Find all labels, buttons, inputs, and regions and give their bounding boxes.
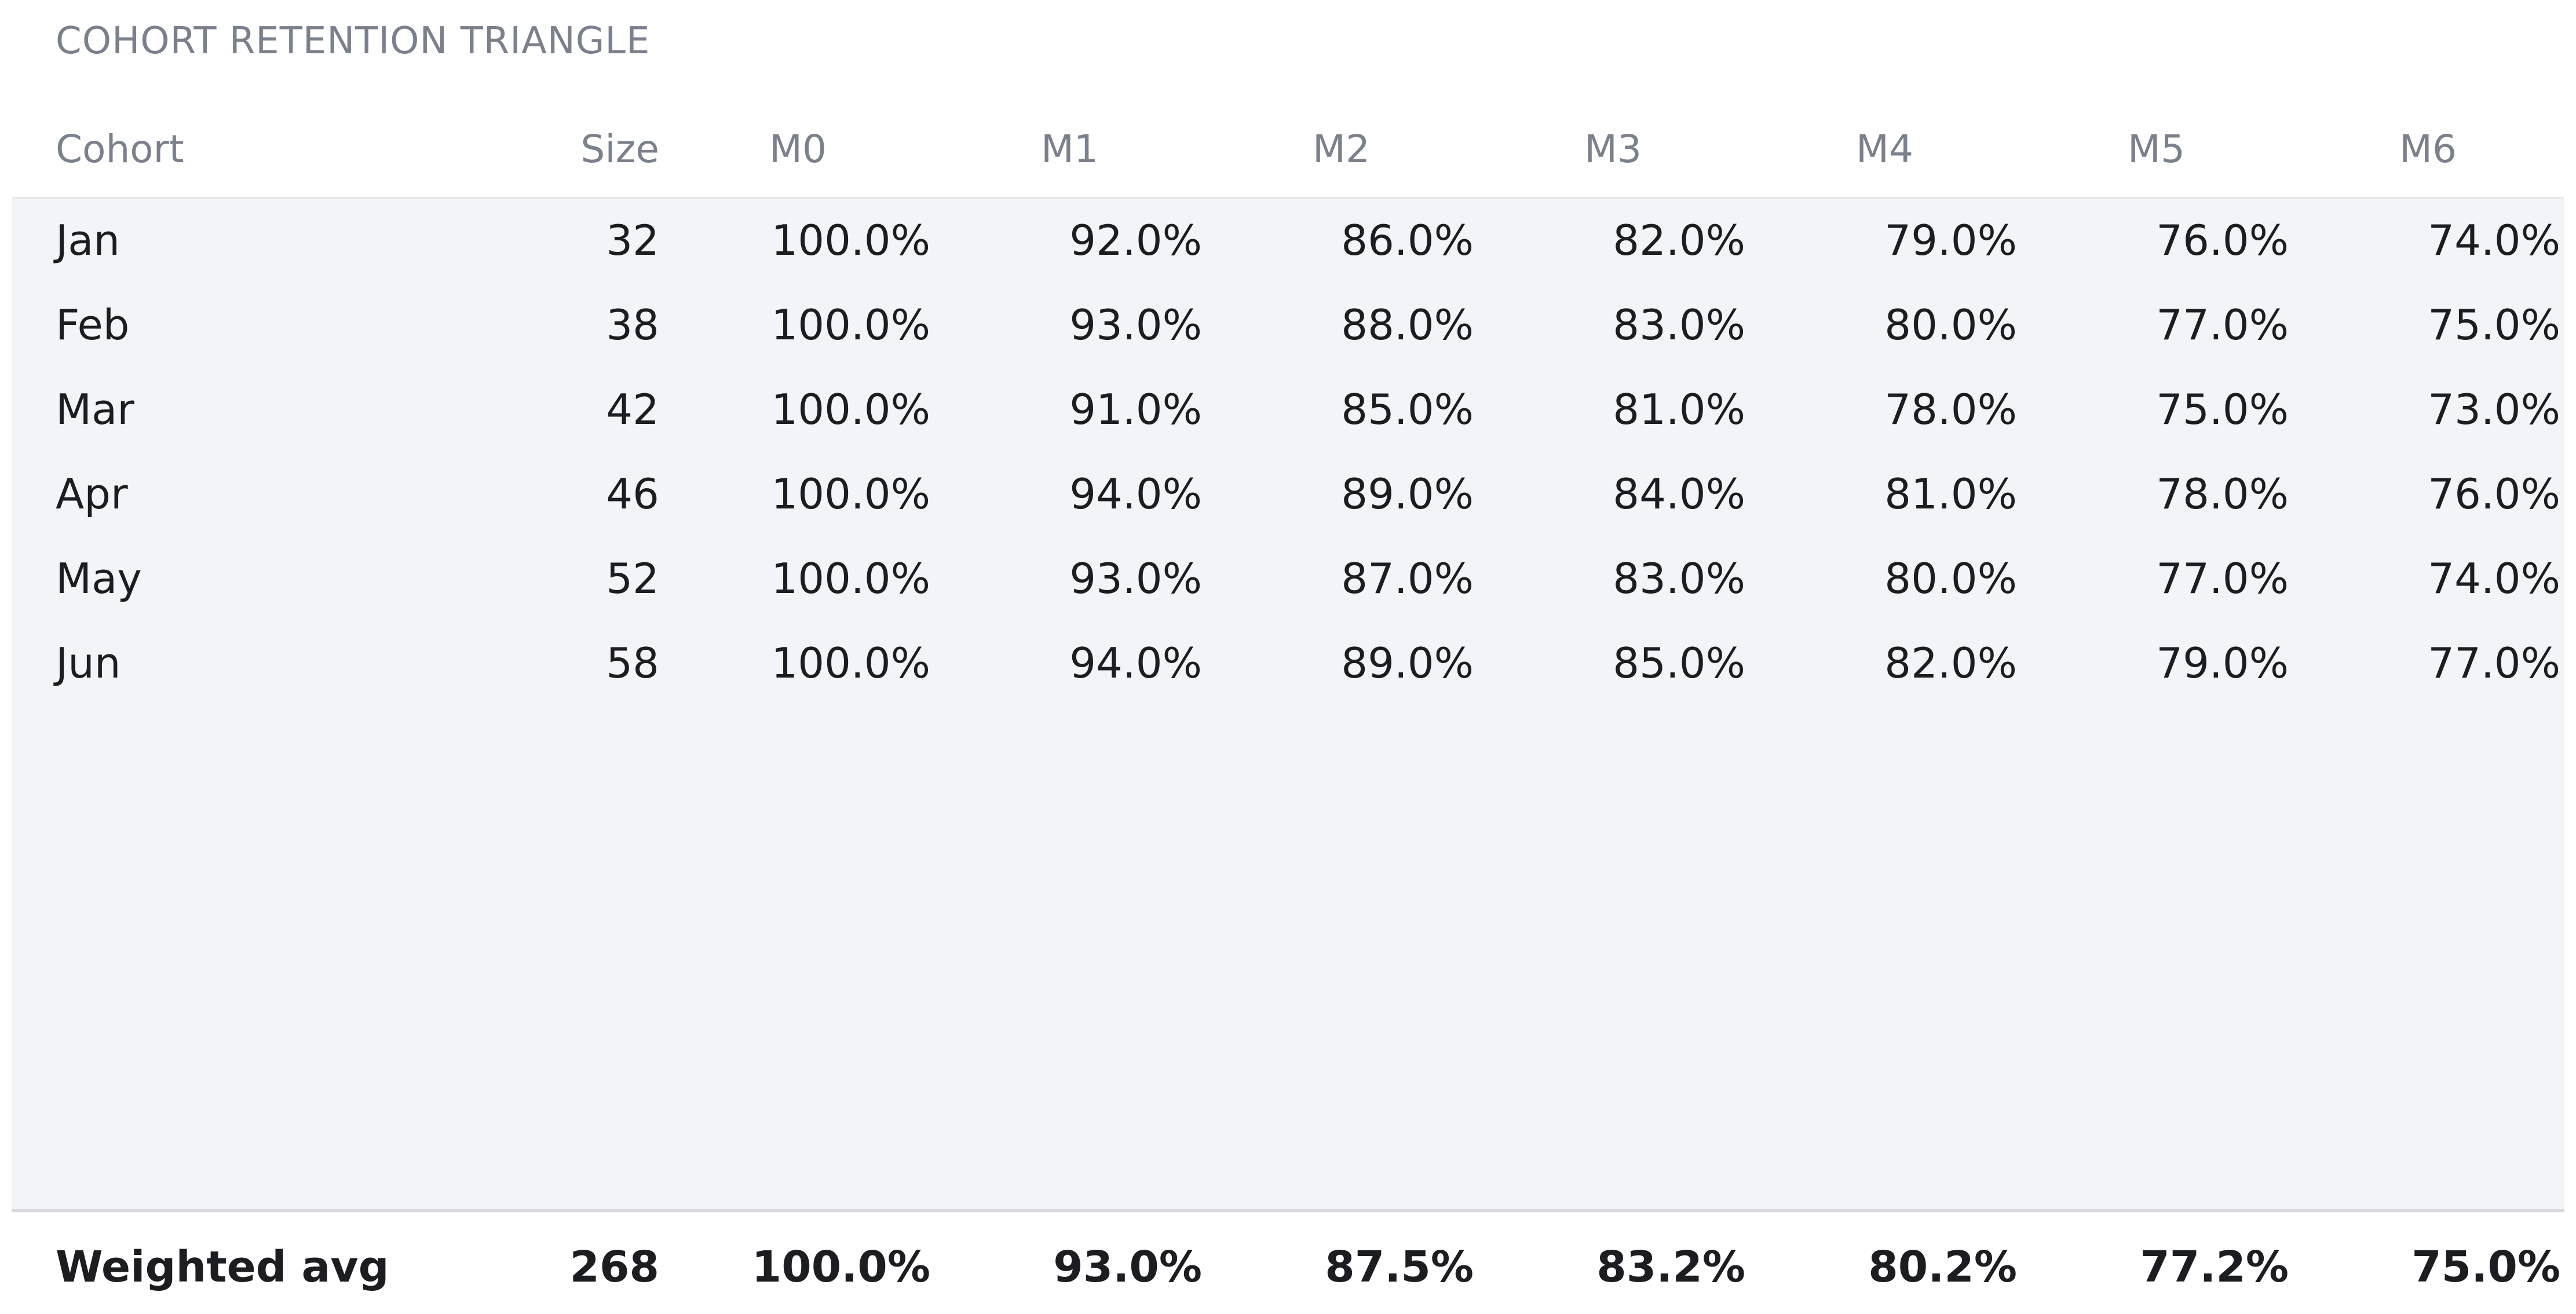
- header-m6: M6: [2399, 127, 2457, 171]
- cohort-size: 46: [606, 470, 659, 518]
- retention-cell: 77.0%: [2156, 301, 2289, 349]
- header-m3[interactable]: M3: [1584, 127, 1642, 171]
- cohort-label: Jan: [56, 216, 120, 265]
- weighted-average-row: Weighted avg 268 100.0% 93.0% 87.5% 83.2…: [0, 1239, 2576, 1295]
- header-m4[interactable]: M4: [1856, 127, 1913, 171]
- retention-cell: 100.0%: [771, 216, 930, 265]
- retention-cell: 89.0%: [1341, 639, 1474, 687]
- cohort-size: 58: [606, 639, 659, 687]
- retention-cell: 82.0%: [1613, 216, 1745, 265]
- retention-cell: 81.0%: [1613, 385, 1745, 434]
- header-cohort[interactable]: Cohort: [56, 127, 184, 171]
- retention-cell: 80.0%: [1884, 554, 2017, 603]
- footer-value: 80.2%: [1868, 1242, 2017, 1292]
- retention-cell: 77.0%: [2428, 639, 2560, 687]
- header-m5[interactable]: M5: [2128, 127, 2185, 171]
- retention-cell: 86.0%: [1341, 216, 1474, 265]
- retention-cell: 93.0%: [1069, 301, 1202, 349]
- cohort-size: 42: [606, 385, 659, 434]
- retention-cell: 75.0%: [2428, 301, 2560, 349]
- footer-value: 83.2%: [1596, 1242, 1745, 1292]
- retention-cell: 83.0%: [1613, 554, 1745, 603]
- header-size[interactable]: Size: [580, 127, 659, 171]
- retention-cell: 83.0%: [1613, 301, 1745, 349]
- table-row[interactable]: Jan 32 100.0% 92.0% 86.0% 82.0% 79.0% 76…: [0, 206, 2576, 275]
- cohort-size: 38: [606, 301, 659, 349]
- cohort-size: 52: [606, 554, 659, 603]
- retention-cell: 100.0%: [771, 639, 930, 687]
- retention-cell: 85.0%: [1613, 639, 1745, 687]
- retention-cell: 74.0%: [2428, 554, 2560, 603]
- retention-cell: 93.0%: [1069, 554, 1202, 603]
- retention-cell: 73.0%: [2428, 385, 2560, 434]
- cohort-label: Mar: [56, 385, 134, 434]
- retention-cell: 76.0%: [2156, 216, 2289, 265]
- retention-cell: 82.0%: [1884, 639, 2017, 687]
- footer-value: 93.0%: [1053, 1242, 1202, 1292]
- retention-cell: 100.0%: [771, 385, 930, 434]
- footer-value: 100.0%: [751, 1242, 930, 1292]
- retention-cell: 78.0%: [2156, 470, 2289, 518]
- cohort-label: Feb: [56, 301, 130, 349]
- header-m1[interactable]: M1: [1041, 127, 1098, 171]
- retention-cell: 92.0%: [1069, 216, 1202, 265]
- retention-cell: 74.0%: [2428, 216, 2560, 265]
- cohort-label: Jun: [56, 639, 121, 687]
- table-body: [12, 197, 2564, 1213]
- retention-cell: 87.0%: [1341, 554, 1474, 603]
- retention-cell: 94.0%: [1069, 470, 1202, 518]
- cohort-label: Apr: [56, 470, 128, 518]
- retention-cell: 75.0%: [2156, 385, 2289, 434]
- header-m0[interactable]: M0: [769, 127, 827, 171]
- retention-cell: 84.0%: [1613, 470, 1745, 518]
- retention-cell: 77.0%: [2156, 554, 2289, 603]
- table-title: COHORT RETENTION TRIANGLE: [56, 20, 651, 63]
- cohort-size: 32: [606, 216, 659, 265]
- footer-label: Weighted avg: [56, 1242, 389, 1292]
- retention-cell: 100.0%: [771, 301, 930, 349]
- table-row[interactable]: Mar 42 100.0% 91.0% 85.0% 81.0% 78.0% 75…: [0, 375, 2576, 444]
- table-row[interactable]: Apr 46 100.0% 94.0% 89.0% 84.0% 81.0% 78…: [0, 459, 2576, 529]
- footer-divider: [12, 1209, 2564, 1212]
- table-header: Cohort Size M0 M1 M2 M3 M4 M5 M6: [0, 122, 2576, 177]
- footer-value: 77.2%: [2140, 1242, 2289, 1292]
- retention-cell: 89.0%: [1341, 470, 1474, 518]
- header-m2[interactable]: M2: [1313, 127, 1370, 171]
- retention-cell: 80.0%: [1884, 301, 2017, 349]
- footer-value: 75.0%: [2411, 1242, 2560, 1292]
- retention-cell: 88.0%: [1341, 301, 1474, 349]
- retention-cell: 94.0%: [1069, 639, 1202, 687]
- retention-cell: 91.0%: [1069, 385, 1202, 434]
- retention-cell: 100.0%: [771, 554, 930, 603]
- retention-cell: 81.0%: [1884, 470, 2017, 518]
- footer-size: 268: [569, 1242, 659, 1292]
- retention-cell: 78.0%: [1884, 385, 2017, 434]
- retention-cell: 79.0%: [1884, 216, 2017, 265]
- footer-value: 87.5%: [1325, 1242, 1474, 1292]
- retention-cell: 85.0%: [1341, 385, 1474, 434]
- cohort-label: May: [56, 554, 142, 603]
- retention-cell: 76.0%: [2428, 470, 2560, 518]
- table-row[interactable]: May 52 100.0% 93.0% 87.0% 83.0% 80.0% 77…: [0, 544, 2576, 613]
- table-row[interactable]: Jun 58 100.0% 94.0% 89.0% 85.0% 82.0% 79…: [0, 628, 2576, 698]
- retention-cell: 79.0%: [2156, 639, 2289, 687]
- table-row[interactable]: Feb 38 100.0% 93.0% 88.0% 83.0% 80.0% 77…: [0, 290, 2576, 360]
- retention-cell: 100.0%: [771, 470, 930, 518]
